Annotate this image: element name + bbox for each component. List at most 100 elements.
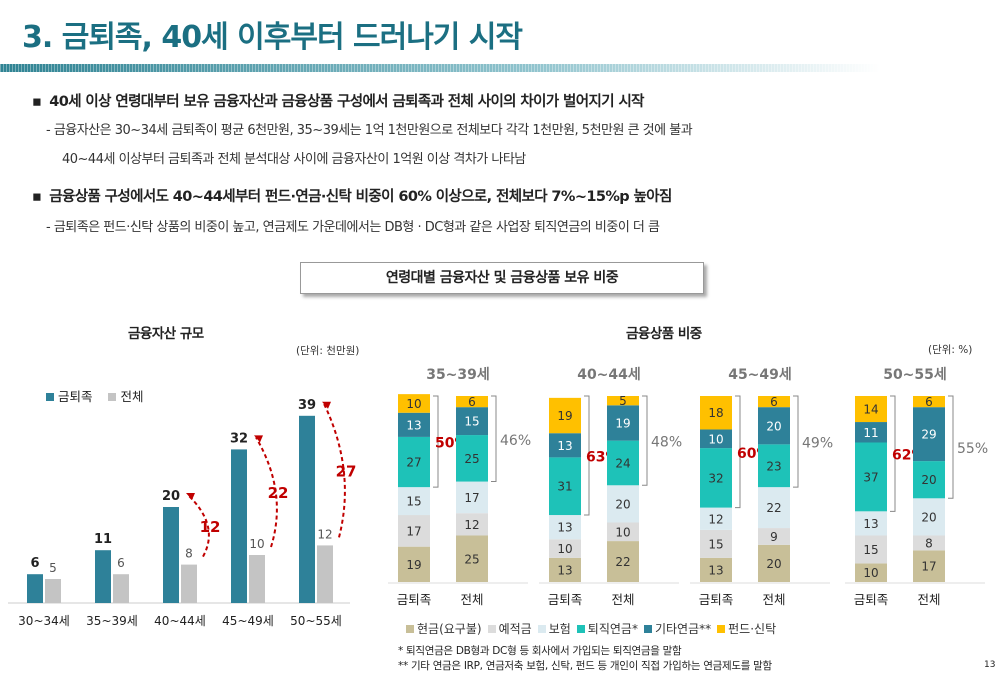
legend-label-retire: 금퇴족	[57, 389, 93, 404]
x-tick-label: 35~39세	[86, 614, 138, 628]
segment-value-label: 18	[708, 406, 723, 420]
bullet-1: 40세 이상 연령대부터 보유 금융자산과 금융상품 구성에서 금퇴족과 전체 …	[32, 90, 644, 111]
bracket	[890, 395, 896, 512]
stack-segment	[913, 461, 945, 499]
segment-value-label: 15	[406, 495, 421, 509]
stack-segment	[607, 485, 639, 523]
bar-label: 금퇴족	[699, 592, 734, 607]
gap-label: 22	[268, 484, 289, 502]
stack-segment	[855, 396, 887, 423]
stack-segment	[456, 407, 488, 436]
segment-value-label: 19	[406, 558, 421, 572]
page-title: 3. 금퇴족, 40세 이후부터 드러나기 시작	[22, 20, 523, 55]
footnote-1: * 퇴직연금은 DB형과 DC형 등 회사에서 가입되는 퇴직연금을 말함	[398, 645, 682, 657]
segment-value-label: 10	[406, 397, 421, 411]
page-number: 13	[984, 660, 996, 670]
legend-swatch	[406, 625, 414, 633]
segment-value-label: 17	[464, 491, 479, 505]
bar-value-label: 8	[185, 547, 193, 561]
stack-segment	[700, 448, 732, 508]
stack-segment	[700, 529, 732, 558]
stack-segment	[700, 429, 732, 449]
product-chart-title: 금융상품 비중	[626, 326, 702, 342]
asset-chart-unit: (단위: 천만원)	[296, 345, 360, 357]
segment-value-label: 14	[863, 403, 878, 417]
stack-segment	[700, 396, 732, 430]
stack-segment	[398, 436, 430, 488]
stack-segment	[549, 515, 581, 540]
segment-value-label: 25	[464, 452, 479, 466]
stack-segment	[398, 546, 430, 582]
segment-value-label: 13	[557, 521, 572, 535]
bar-retire	[27, 574, 43, 603]
gap-label: 27	[336, 463, 357, 481]
product-chart-legend: 현금(요구불) 예적금 보험 퇴직연금* 기타연금** 펀드·신탁	[400, 620, 776, 637]
footnote-2: ** 기타 연금은 IRP, 연금저축 보험, 신탁, 펀드 등 개인이 직접 …	[398, 660, 772, 672]
section-header-box: 연령대별 금융자산 및 금융상품 보유 비중	[300, 262, 704, 294]
legend-swatch	[487, 625, 496, 633]
group-label: 35~39세	[426, 367, 490, 383]
segment-value-label: 17	[406, 524, 421, 538]
legend-label: 현금(요구불)	[417, 622, 482, 636]
segment-value-label: 25	[464, 552, 479, 566]
stack-segment	[855, 442, 887, 512]
stack-segment	[855, 535, 887, 564]
bullet-2: 금융상품 구성에서도 40~44세부터 펀드·연금·신탁 비중이 60% 이상으…	[32, 185, 672, 206]
gap-label: 12	[200, 518, 221, 536]
segment-value-label: 20	[615, 497, 630, 511]
bar-label: 금퇴족	[397, 592, 432, 607]
segment-value-label: 6	[770, 395, 778, 409]
x-tick-label: 50~55세	[290, 614, 342, 628]
segment-value-label: 11	[863, 426, 878, 440]
asset-chart-title: 금융자산 규모	[128, 326, 204, 342]
segment-value-label: 12	[708, 512, 723, 526]
segment-value-label: 31	[557, 480, 572, 494]
stack-segment	[758, 444, 790, 488]
segment-value-label: 20	[766, 419, 781, 433]
segment-value-label: 5	[619, 394, 627, 408]
segment-value-label: 17	[921, 560, 936, 574]
stack-segment	[700, 557, 732, 582]
title-divider	[0, 64, 880, 72]
stack-segment	[549, 557, 581, 582]
bar-value-label: 11	[94, 532, 112, 547]
stack-segment	[549, 397, 581, 434]
bullet-1-sub-1: - 금융자산은 30~34세 금퇴족이 평균 6천만원, 35~39세는 1억 …	[46, 123, 693, 138]
stack-segment	[456, 396, 488, 408]
bar-label: 전체	[460, 592, 483, 607]
bar-retire	[163, 507, 179, 603]
segment-value-label: 24	[615, 456, 630, 470]
segment-value-label: 6	[468, 395, 476, 409]
bar-value-label: 5	[49, 561, 57, 575]
segment-value-label: 15	[863, 543, 878, 557]
asset-chart-legend: 금퇴족 전체	[46, 386, 143, 405]
bracket	[642, 395, 648, 486]
legend-label: 기타연금**	[654, 622, 712, 636]
bar-retire	[299, 415, 315, 603]
segment-value-label: 13	[708, 563, 723, 577]
bar-all	[45, 579, 61, 603]
segment-value-label: 22	[766, 501, 781, 515]
segment-value-label: 13	[863, 517, 878, 531]
legend-swatch-all	[108, 393, 117, 401]
segment-value-label: 20	[921, 510, 936, 524]
bar-label: 전체	[611, 592, 634, 607]
stack-segment	[398, 515, 430, 547]
stack-segment	[549, 457, 581, 516]
stack-segment	[456, 481, 488, 514]
stack-segment	[398, 412, 430, 437]
bullet-2-sub-1: - 금퇴족은 펀드·신탁 상품의 비중이 높고, 연금제도 가운데에서는 DB형…	[46, 220, 660, 235]
legend-label: 퇴직연금*	[587, 622, 638, 636]
arrow-head-icon	[254, 435, 263, 443]
stack-segment	[758, 407, 790, 445]
bar-all	[249, 555, 265, 603]
stack-segment	[607, 405, 639, 441]
bracket	[793, 395, 799, 488]
product-stacked-chart: 35~39세19171527131050%금퇴족2512172515646%전체…	[388, 367, 988, 607]
bracket	[735, 395, 741, 509]
bracket-total-label: 46%	[500, 433, 531, 449]
stack-segment	[855, 563, 887, 582]
bar-value-label: 6	[117, 556, 125, 570]
bar-all	[113, 574, 129, 603]
stack-segment	[700, 507, 732, 530]
